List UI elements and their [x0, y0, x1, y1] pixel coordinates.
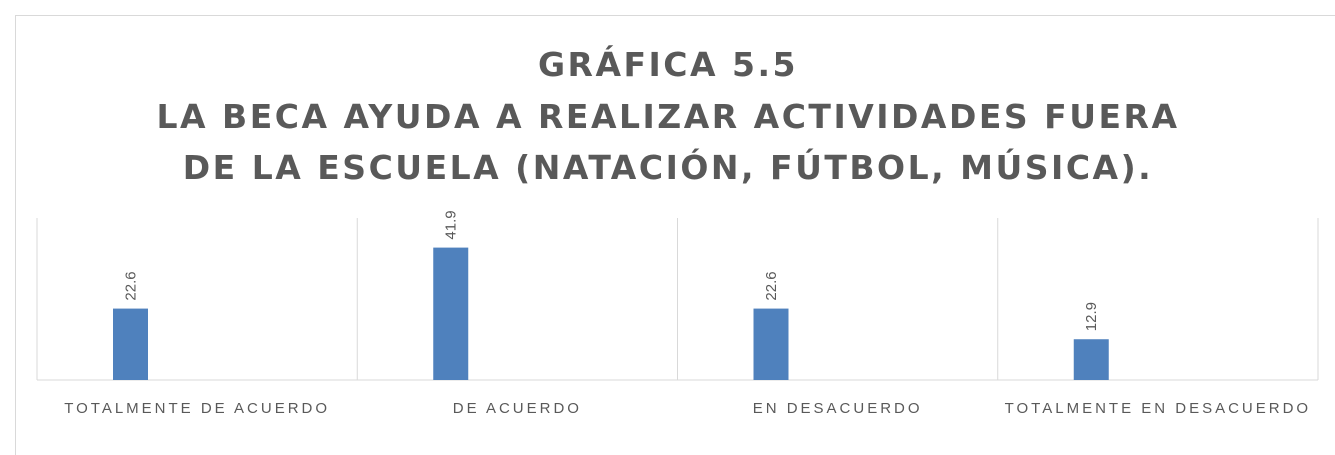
chart-title: GRÁFICA 5.5	[538, 44, 798, 84]
x-tick-label: TOTALMENTE EN DESACUERDO	[1004, 400, 1312, 417]
x-tick-label: EN DESACUERDO	[752, 400, 923, 417]
x-tick-label: TOTALMENTE DE ACUERDO	[64, 400, 331, 417]
bar	[753, 308, 789, 380]
chart-title: DE LA ESCUELA (NATACIÓN, FÚTBOL, MÚSICA)…	[183, 147, 1153, 187]
data-label: 22.6	[123, 271, 140, 300]
bar	[1073, 339, 1109, 380]
data-label: 12.9	[1083, 302, 1100, 331]
chart-title: LA BECA AYUDA A REALIZAR ACTIVIDADES FUE…	[156, 97, 1179, 136]
bar	[433, 247, 469, 380]
x-tick-label: DE ACUERDO	[452, 400, 582, 417]
chart-frame	[15, 15, 1335, 455]
data-label: 22.6	[763, 271, 780, 300]
data-label: 41.9	[443, 210, 460, 239]
bar	[113, 308, 148, 380]
